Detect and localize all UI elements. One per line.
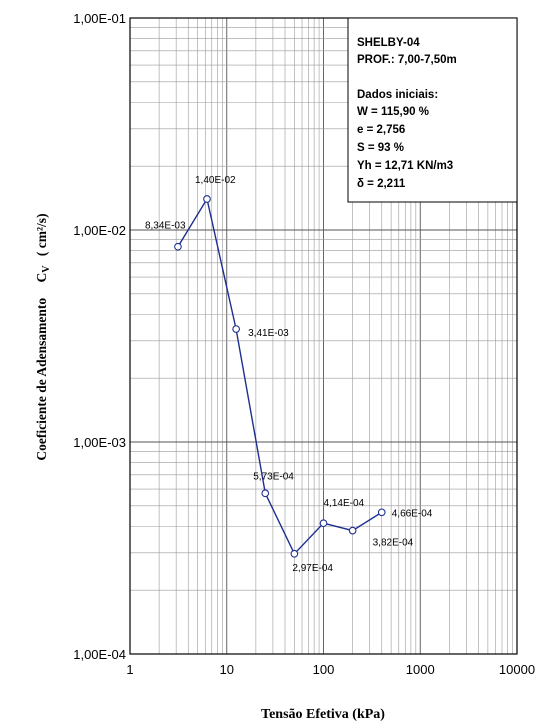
y-axis-label-subscript: V bbox=[41, 265, 52, 273]
y-axis-label-unit: ( cm²/s) bbox=[34, 213, 49, 256]
data-point bbox=[377, 508, 386, 517]
data-point bbox=[348, 526, 357, 535]
data-label: 2,97E-04 bbox=[292, 563, 333, 574]
series-line bbox=[177, 197, 383, 556]
y-axis-label-text: Coeficiente de Adensamento bbox=[34, 298, 49, 461]
data-point bbox=[174, 242, 182, 251]
info-line-9: δ = 2,211 bbox=[357, 178, 406, 190]
y-tick-label: 1,00E-01 bbox=[73, 11, 126, 26]
data-label: 1,40E-02 bbox=[195, 175, 236, 186]
data-label: 4,66E-04 bbox=[392, 508, 433, 519]
x-tick-label: 10000 bbox=[499, 662, 535, 677]
chart-grid bbox=[129, 18, 517, 655]
x-tick-label: 100 bbox=[313, 662, 335, 677]
data-point bbox=[232, 325, 240, 333]
data-point bbox=[203, 195, 211, 203]
data-label: 4,14E-04 bbox=[324, 498, 365, 509]
info-line-1: SHELBY-04 bbox=[357, 37, 420, 49]
data-label: 3,82E-04 bbox=[373, 538, 414, 549]
chart-axes bbox=[129, 17, 518, 655]
data-point bbox=[319, 519, 328, 528]
info-line-2: PROF.: 7,00-7,50m bbox=[357, 54, 457, 66]
info-box: SHELBY-04 PROF.: 7,00-7,50m Dados inicia… bbox=[347, 17, 518, 203]
data-point bbox=[261, 489, 270, 498]
plot-frame bbox=[129, 17, 518, 655]
info-line-4: Dados iniciais: bbox=[357, 89, 438, 101]
x-tick-label: 10 bbox=[220, 662, 234, 677]
y-tick-label: 1,00E-03 bbox=[73, 435, 126, 450]
info-line-8: Yh = 12,71 KN/m3 bbox=[357, 160, 453, 172]
x-tick-label: 1000 bbox=[406, 662, 435, 677]
y-tick-label: 1,00E-02 bbox=[73, 223, 126, 238]
chart-series bbox=[174, 195, 386, 558]
chart-data-labels: 8,34E-03 1,40E-02 3,41E-03 5,73E-04 2,97E-04… bbox=[145, 175, 433, 574]
data-point bbox=[290, 549, 299, 558]
y-axis-label-symbol: C bbox=[34, 273, 49, 283]
y-axis-label: Coeficiente de Adensamento CV ( cm²/s) bbox=[34, 213, 52, 460]
info-line-6: e = 2,756 bbox=[357, 124, 405, 136]
data-label: 3,41E-03 bbox=[248, 328, 289, 339]
data-label: 5,73E-04 bbox=[253, 471, 294, 482]
x-tick-label: 1 bbox=[126, 662, 133, 677]
data-label: 8,34E-03 bbox=[145, 221, 186, 232]
svg-text:Coeficiente de Adensamento: Coeficiente de Adensamento CV ( cm²/s) bbox=[34, 213, 52, 460]
chart-tick-labels: 1 10 100 1000 10000 1,00E-01 1,00E-02 1,00E-03 1… bbox=[73, 11, 535, 677]
x-axis-label: Tensão Efetiva (kPa) bbox=[261, 707, 385, 722]
info-line-5: W = 115,90 % bbox=[357, 106, 429, 118]
info-box-frame bbox=[347, 17, 518, 203]
info-line-7: S = 93 % bbox=[357, 142, 404, 154]
y-tick-label: 1,00E-04 bbox=[73, 647, 126, 662]
